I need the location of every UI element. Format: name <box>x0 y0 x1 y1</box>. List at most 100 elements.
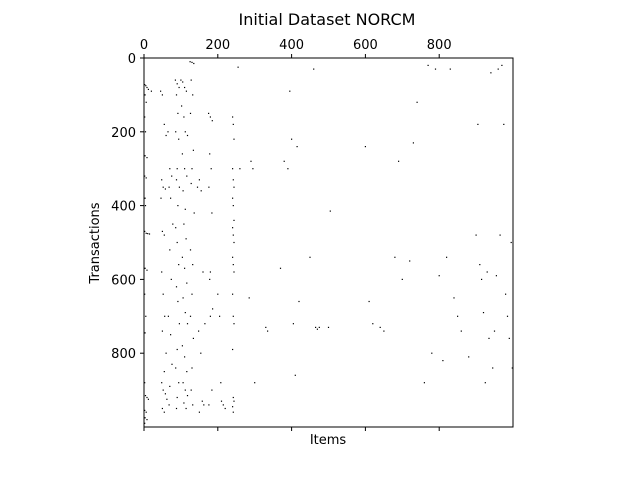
data-point <box>217 293 219 295</box>
data-point <box>232 168 234 170</box>
data-point <box>178 382 180 384</box>
data-point <box>144 382 146 384</box>
data-point <box>209 153 211 155</box>
data-point <box>171 175 173 177</box>
data-point <box>145 232 147 234</box>
data-point <box>183 116 185 118</box>
data-point <box>178 138 180 140</box>
data-point <box>172 223 174 225</box>
data-point <box>490 72 492 74</box>
data-point <box>145 85 147 87</box>
data-point <box>167 315 169 317</box>
data-point <box>144 155 146 157</box>
data-point <box>186 395 189 397</box>
data-point <box>178 86 180 89</box>
data-point <box>460 330 462 332</box>
x-tick-label: 800 <box>427 38 452 53</box>
data-point <box>318 326 320 328</box>
data-point <box>176 168 178 170</box>
data-point <box>175 131 177 133</box>
data-point <box>233 271 235 273</box>
data-point <box>233 186 235 188</box>
data-point <box>267 330 269 332</box>
data-point <box>184 131 186 133</box>
data-point <box>184 389 186 391</box>
data-point <box>183 223 185 225</box>
data-point <box>283 160 285 162</box>
data-point <box>160 90 162 92</box>
data-point <box>144 131 147 133</box>
data-point <box>453 297 455 299</box>
data-point <box>164 393 166 395</box>
data-point <box>186 282 188 284</box>
data-point <box>178 264 180 266</box>
data-points <box>144 61 513 424</box>
data-point <box>315 326 317 328</box>
data-point <box>191 61 193 63</box>
data-point <box>186 371 188 373</box>
data-point <box>177 112 179 114</box>
data-point <box>438 275 440 277</box>
data-point <box>176 241 178 244</box>
y-tick-label: 600 <box>111 273 136 288</box>
data-point <box>232 197 234 199</box>
data-point <box>183 402 185 404</box>
data-point <box>161 179 163 181</box>
data-point <box>176 396 178 399</box>
data-point <box>379 326 381 328</box>
data-point <box>189 112 192 114</box>
data-point <box>423 382 425 384</box>
data-point <box>510 241 512 244</box>
x-tick-label: 400 <box>279 38 304 53</box>
data-point <box>232 179 234 181</box>
data-point <box>486 271 488 273</box>
data-point <box>163 411 165 413</box>
data-point <box>239 168 241 170</box>
data-point <box>457 315 459 317</box>
data-point <box>398 160 400 162</box>
data-point <box>190 182 192 185</box>
data-point <box>200 352 202 354</box>
data-point <box>201 400 203 402</box>
data-point <box>192 404 194 406</box>
data-point <box>144 332 146 334</box>
data-point <box>499 234 501 236</box>
data-point <box>177 205 179 207</box>
data-point <box>434 68 437 70</box>
data-point <box>233 323 235 325</box>
data-point <box>162 186 164 188</box>
data-point <box>203 404 205 406</box>
data-point <box>208 404 210 406</box>
data-point <box>232 234 234 236</box>
data-point <box>296 146 298 148</box>
data-point <box>165 352 167 354</box>
data-point <box>383 330 385 332</box>
data-point <box>189 315 192 317</box>
data-point <box>182 81 184 83</box>
data-point <box>503 123 505 125</box>
data-point <box>170 334 172 336</box>
data-point <box>174 79 176 81</box>
data-point <box>144 94 146 96</box>
data-point <box>171 363 173 365</box>
data-point <box>192 337 194 339</box>
data-point <box>144 422 146 424</box>
data-point <box>144 116 146 118</box>
x-axis-ticks: 0 200 400 600 800 <box>140 38 452 431</box>
data-point <box>191 367 193 369</box>
data-point <box>484 382 486 384</box>
data-point <box>211 212 213 214</box>
y-tick-label: 400 <box>111 200 136 215</box>
data-point <box>168 186 170 188</box>
data-point <box>165 134 167 137</box>
data-point <box>166 398 168 400</box>
data-point <box>181 345 183 347</box>
data-point <box>477 123 479 125</box>
y-tick-label: 0 <box>128 52 136 67</box>
data-point <box>161 94 163 96</box>
data-point <box>506 315 509 317</box>
data-point <box>233 400 235 402</box>
data-point <box>254 382 256 384</box>
data-point <box>182 297 184 299</box>
